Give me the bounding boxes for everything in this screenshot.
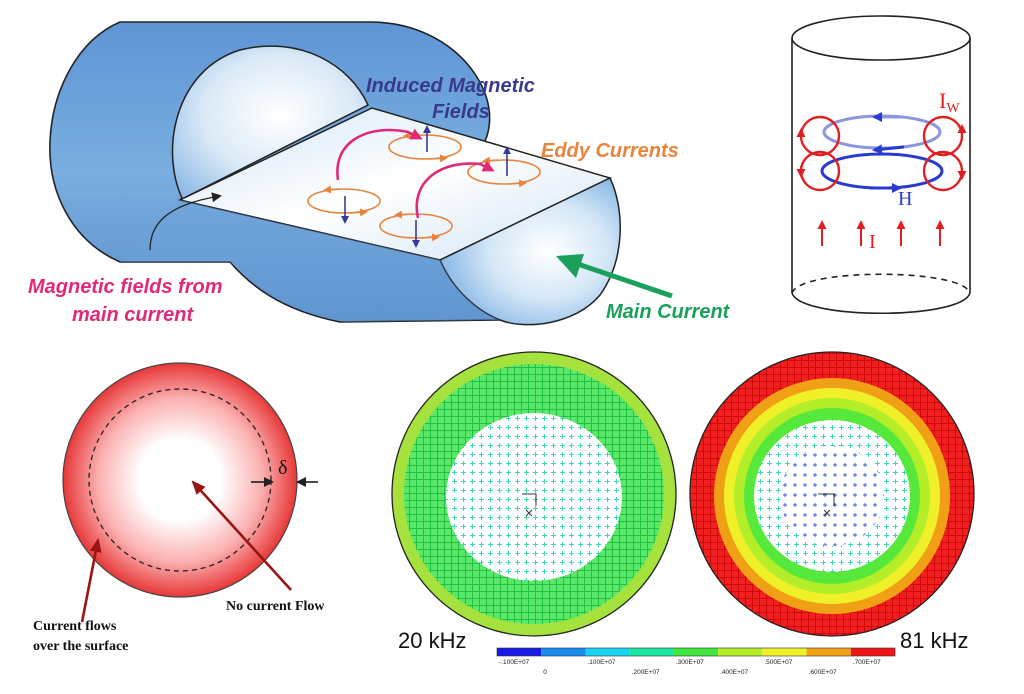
cylinder-end-face — [439, 176, 621, 326]
wire-top-ellipse — [791, 15, 971, 61]
colorbar-tick-label: 0 — [543, 669, 547, 676]
eddy-loop — [388, 134, 462, 160]
colorbar-segment — [541, 648, 586, 656]
eddy-loop — [467, 159, 541, 185]
colorbar-tick-label: .600E+07 — [809, 669, 837, 676]
colorbar-segment — [585, 648, 630, 656]
freq-label-81khz: 81 kHz — [900, 628, 968, 653]
simulation-20khz — [391, 351, 677, 637]
colorbar-tick-label: .700E+07 — [853, 659, 881, 666]
colorbar-frame — [496, 647, 896, 657]
induced-fields-label-1: Induced Magnetic — [366, 75, 535, 97]
colorbar-segment — [673, 648, 719, 656]
colorbar-tick-label: .400E+07 — [720, 669, 748, 676]
magnetic-fields-label-2: main current — [72, 304, 194, 326]
h-label: H — [898, 188, 912, 210]
axis-triad-81 — [818, 493, 835, 517]
magnetic-pointer-line — [149, 192, 222, 251]
surface-label-2: over the surface — [33, 639, 128, 654]
colorbar-segment — [718, 648, 763, 656]
iw-label: IW — [939, 88, 960, 116]
i-label: I — [869, 231, 876, 253]
surface-label-1: Current flows — [33, 619, 117, 634]
axis-triad-20 — [522, 493, 537, 517]
colorbar-tick-label: .300E+07 — [676, 659, 704, 666]
wire-bottom-front — [791, 292, 971, 314]
colorbar-tick-label: -.100E+07 — [499, 659, 530, 666]
cylinder-lower-body — [120, 200, 500, 322]
main-current-label: Main Current — [606, 301, 731, 323]
eddy-loop — [307, 188, 381, 214]
h-field-back-ellipse — [822, 114, 942, 150]
no-current-pointer — [191, 480, 292, 591]
colorbar-segment — [629, 648, 674, 656]
main-current-arrowhead — [556, 254, 584, 278]
colorbar-tick-label: .200E+07 — [632, 669, 660, 676]
main-field-arcs — [336, 128, 495, 219]
magnetic-fields-label-1: Magnetic fields from — [28, 276, 222, 298]
colorbar-segment — [497, 648, 542, 656]
wire-current-arrows — [817, 220, 945, 246]
freq-label-20khz: 20 kHz — [398, 628, 466, 653]
colorbar-segment — [850, 648, 895, 656]
wire-eddy-arrowheads — [796, 124, 967, 180]
colorbar-segment — [762, 648, 807, 656]
colorbar-tick-label: .500E+07 — [764, 659, 792, 666]
cylinder-cut-face — [171, 45, 369, 201]
eddy-currents-label: Eddy Currents — [541, 140, 679, 162]
colorbar: -.100E+07 .100E+07 .300E+07 .500E+07 .700E+0… — [496, 647, 896, 676]
colorbar-tick-label: .100E+07 — [587, 659, 615, 666]
no-current-label: No current Flow — [226, 599, 325, 614]
wire-bottom-back — [791, 273, 971, 294]
simulation-81khz — [689, 351, 975, 637]
induced-fields-label-2: Fields — [432, 101, 490, 123]
surface-pointer — [80, 538, 102, 623]
delta-label: δ — [278, 457, 287, 479]
induced-field-arrows — [341, 125, 511, 248]
conductor-cross-section — [62, 362, 298, 598]
skin-depth-illustration: δ No current Flow Current flows over the… — [33, 362, 325, 654]
h-field-arrow-top — [872, 144, 905, 155]
wire-illustration: IW H I — [791, 15, 971, 314]
eddy-loop-arrowheads — [323, 131, 527, 242]
colorbar-segment — [806, 648, 851, 656]
cylinder-illustration: Induced Magnetic Fields Eddy Currents Ma… — [28, 21, 731, 326]
